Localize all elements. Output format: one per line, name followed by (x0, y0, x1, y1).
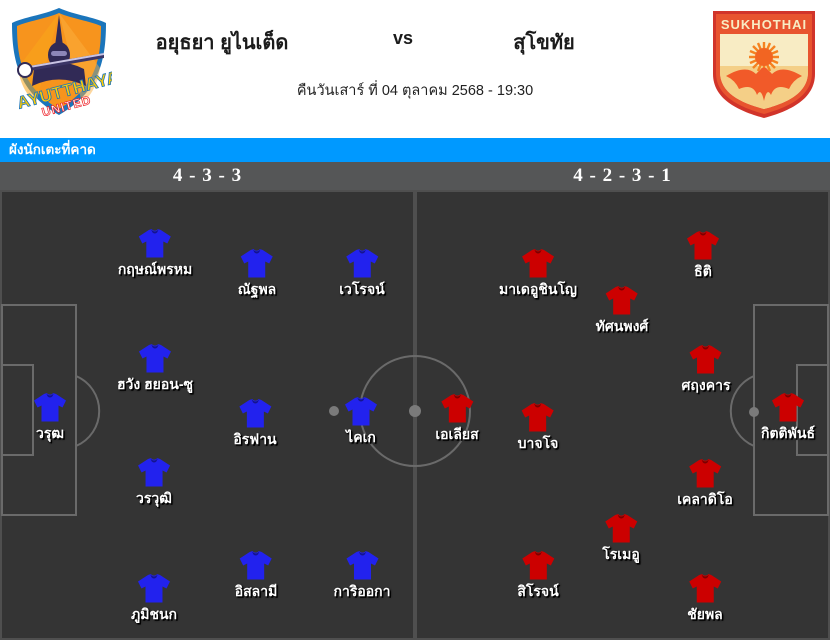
player-name: ธิติ (694, 263, 712, 279)
player-away[interactable]: กิตติพันธ์ (761, 393, 815, 445)
player-home[interactable]: อิสลามี (234, 551, 278, 603)
pitch-half-away (415, 190, 830, 640)
away-team-name: สุโขทัย (513, 32, 575, 54)
jersey-icon (521, 551, 554, 580)
player-name: เอเลียส (435, 426, 479, 442)
pitch: วรุฒ กฤษณ์พรหมฮวัง ฮยอน-ซูวรวุฒิภูมิชนก ณั… (0, 190, 830, 640)
jersey-icon (137, 458, 170, 487)
jersey-icon (688, 574, 721, 603)
player-away[interactable]: ศฤงคาร (681, 345, 731, 397)
jersey-icon (34, 393, 66, 422)
jersey-icon (139, 229, 171, 258)
player-name: มาเดอูชินโญ (499, 281, 577, 297)
formation-bar: 4 - 3 - 3 4 - 2 - 3 - 1 (0, 162, 830, 190)
section-title-banner: ผังนักเตะที่คาด (0, 138, 830, 162)
player-name: การิออกา (333, 583, 391, 599)
ayutthaya-united-logo: AYUTTHAYA UNITED (12, 8, 112, 118)
player-home[interactable]: การิออกา (333, 551, 391, 603)
player-name: บาจโจ (517, 435, 559, 451)
player-home[interactable]: ฮวัง ฮยอน-ซู (117, 344, 193, 396)
jersey-icon (605, 286, 638, 315)
away-logo-wordmark: SUKHOTHAI (721, 17, 807, 32)
match-header: AYUTTHAYA UNITED SUKHOTHAI (0, 0, 830, 138)
player-name: ฮวัง ฮยอน-ซู (116, 376, 194, 392)
player-home[interactable]: อิรฟาน (233, 399, 277, 451)
match-datetime: คืนวันเสาร์ ที่ 04 ตุลาคม 2568 - 19:30 (296, 83, 534, 99)
jersey-icon (240, 551, 272, 580)
jersey-icon (771, 393, 804, 422)
jersey-icon (441, 394, 473, 423)
player-away[interactable]: สิโรจน์ (517, 551, 559, 603)
player-name: เคลาดิโอ (677, 491, 733, 507)
jersey-icon (687, 231, 719, 260)
player-name: อิสลามี (234, 583, 278, 599)
away-formation: 4 - 2 - 3 - 1 (415, 162, 830, 190)
player-name: ทัศนพงศ์ (595, 318, 649, 334)
player-home[interactable]: ภูมิชนก (131, 574, 177, 626)
jersey-icon (689, 345, 722, 374)
player-home[interactable]: กฤษณ์พรหม (118, 229, 192, 281)
home-formation: 4 - 3 - 3 (0, 162, 415, 190)
jersey-icon (345, 551, 378, 580)
player-name: สิโรจน์ (517, 583, 559, 599)
player-name: ภูมิชนก (130, 606, 178, 622)
player-name: ชัยพล (687, 606, 723, 622)
jersey-icon (139, 344, 171, 373)
home-team-name: อยุธยา ยูไนเต็ด (155, 32, 289, 54)
player-home[interactable]: เวโรจน์ (339, 249, 385, 301)
player-away[interactable]: ชัยพล (687, 574, 723, 626)
player-away[interactable]: เอเลียส (435, 394, 479, 446)
jersey-icon (239, 399, 271, 428)
player-home[interactable]: วรุฒ (33, 393, 67, 445)
player-name: ศฤงคาร (681, 377, 731, 393)
player-home[interactable]: ไคเก (344, 397, 378, 449)
player-away[interactable]: เคลาดิโอ (677, 459, 733, 511)
sukhothai-logo: SUKHOTHAI (713, 11, 815, 118)
jersey-icon (137, 574, 170, 603)
player-home[interactable]: วรวุฒิ (136, 458, 172, 510)
jersey-icon (346, 249, 378, 278)
player-name: ณัฐพล (237, 281, 277, 297)
player-away[interactable]: มาเดอูชินโญ (499, 249, 577, 301)
player-away[interactable]: บาจโจ (517, 403, 559, 455)
jersey-icon (345, 397, 377, 426)
player-name: อิรฟาน (233, 431, 277, 447)
jersey-icon (689, 459, 721, 488)
jersey-icon (522, 403, 554, 432)
player-away[interactable]: ทัศนพงศ์ (595, 286, 649, 338)
jersey-icon (241, 249, 273, 278)
player-name: ไคเก (346, 429, 376, 445)
player-name: วรุฒ (35, 425, 65, 441)
player-name: เวโรจน์ (339, 281, 385, 297)
player-name: กิตติพันธ์ (760, 425, 816, 441)
jersey-icon (605, 514, 637, 543)
player-home[interactable]: ณัฐพล (237, 249, 277, 301)
vs-label: vs (392, 28, 414, 48)
player-away[interactable]: โรเมอู (602, 514, 640, 566)
player-name: กฤษณ์พรหม (117, 261, 193, 277)
section-title: ผังนักเตะที่คาด (9, 142, 96, 157)
player-away[interactable]: ธิติ (686, 231, 720, 283)
player-name: วรวุฒิ (136, 490, 172, 506)
jersey-icon (522, 249, 554, 278)
player-name: โรเมอู (602, 546, 640, 562)
